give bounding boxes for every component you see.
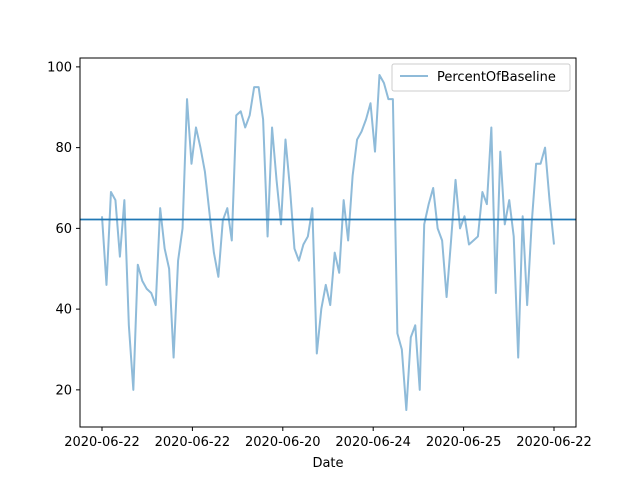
x-tick-label: 2020-06-22 (516, 435, 592, 450)
x-axis-title: Date (312, 456, 343, 471)
x-tick-label: 2020-06-25 (426, 435, 502, 450)
y-tick-label: 60 (55, 222, 72, 237)
y-tick-label: 40 (55, 303, 72, 318)
plot-frame (79, 57, 577, 428)
x-tick-label: 2020-06-24 (335, 435, 411, 450)
legend-box (391, 63, 571, 92)
x-axis: 2020-06-22 2020-06-22 2020-06-20 2020-06-24… (64, 427, 592, 450)
x-tick-label: 2020-06-20 (245, 435, 321, 450)
x-tick-label: 2020-06-22 (64, 435, 140, 450)
x-tick-label: 2020-06-22 (155, 435, 231, 450)
y-tick-label: 80 (55, 141, 72, 156)
y-axis: 20 40 60 80 100 (47, 60, 80, 398)
y-tick-label: 20 (55, 383, 72, 398)
series-line-0 (101, 73, 555, 412)
legend-label: PercentOfBaseline (437, 70, 556, 85)
y-tick-label: 100 (47, 60, 72, 75)
plot-background (80, 58, 576, 427)
legend: PercentOfBaseline (391, 63, 571, 92)
